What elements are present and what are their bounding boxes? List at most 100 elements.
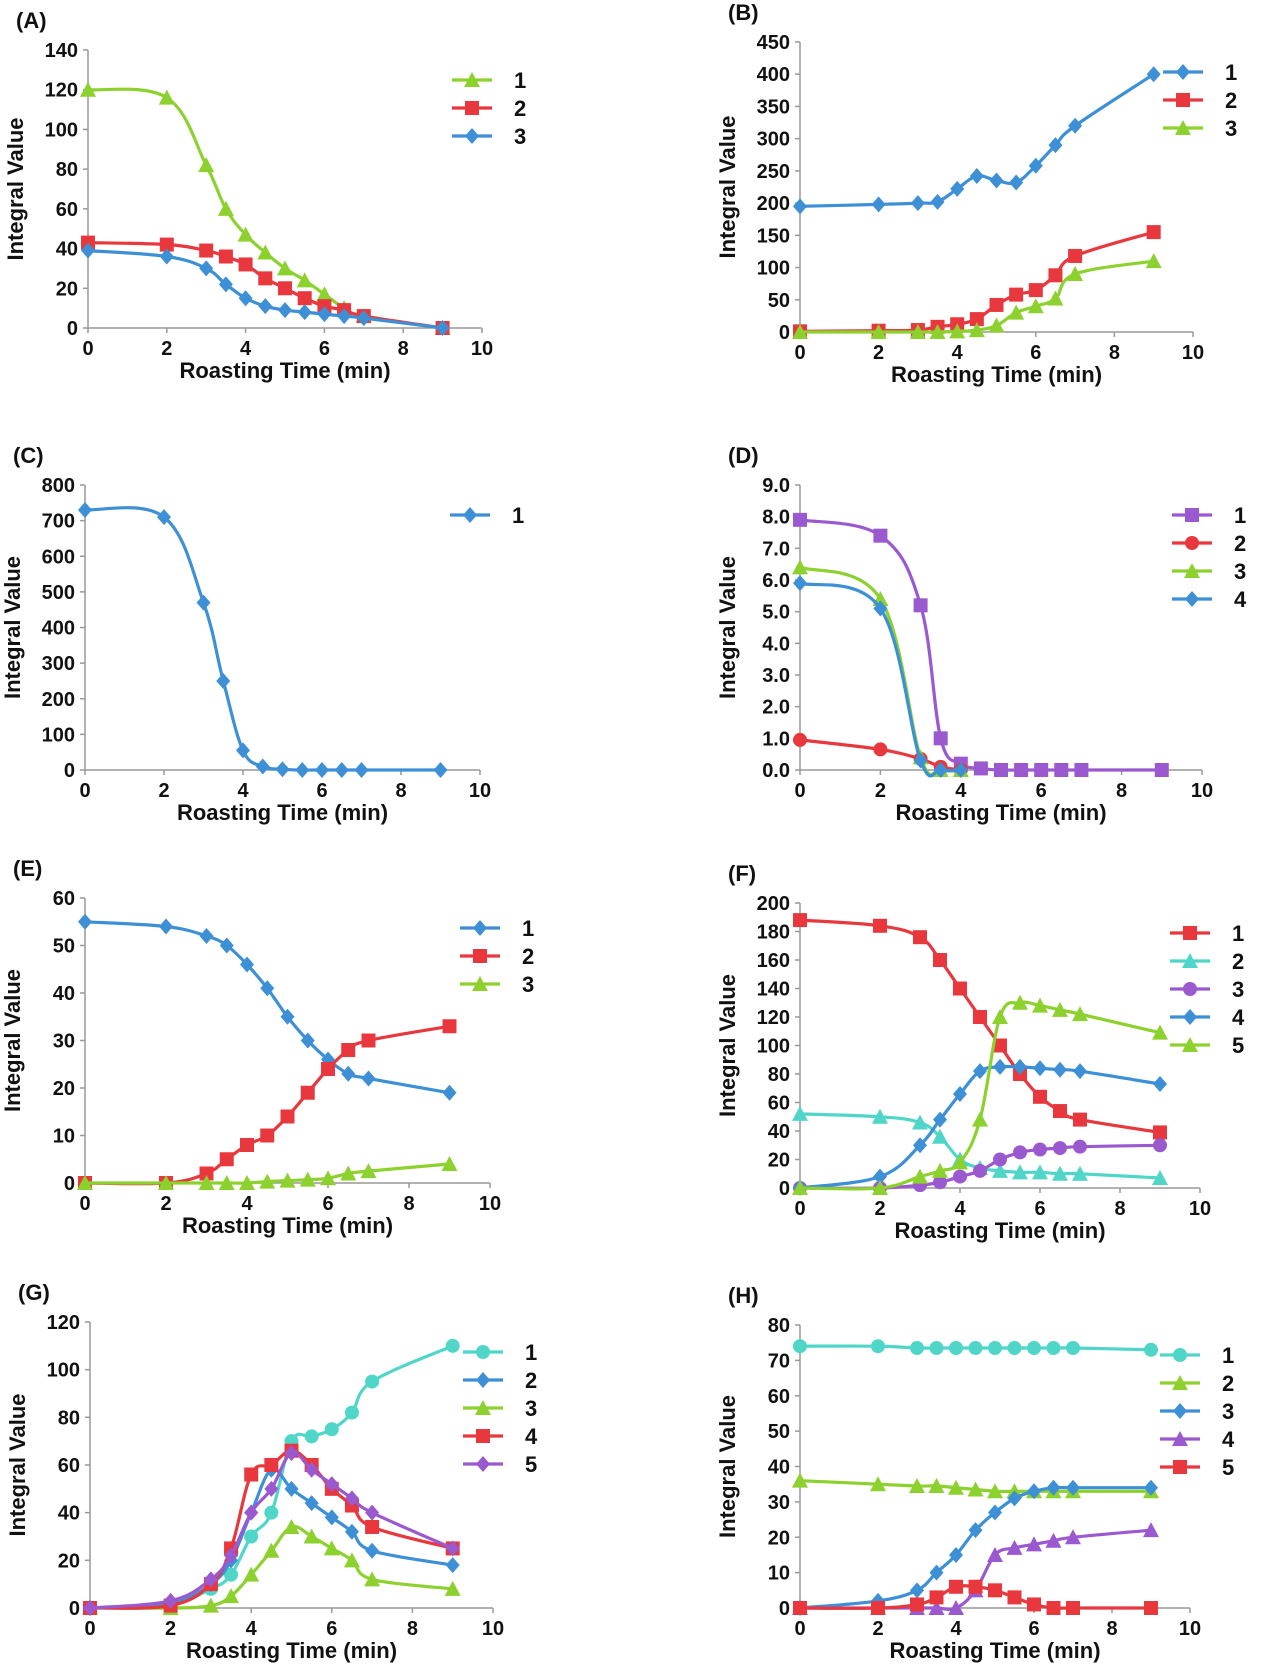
y-tick-label: 60 xyxy=(53,888,75,910)
legend-item-1: 1 xyxy=(463,1340,537,1365)
series-1 xyxy=(793,66,1161,215)
legend-marker xyxy=(1172,1431,1188,1446)
chart-panel-5: (E) 0 10 20 30 40 50 60 0 2 4 6 8 10 Roasting Time (mi… xyxy=(0,856,534,1238)
data-point xyxy=(988,317,1005,333)
data-point xyxy=(949,323,966,339)
y-tick-label: 300 xyxy=(757,129,790,151)
x-tick-label: 0 xyxy=(794,1198,805,1220)
data-point xyxy=(323,1540,340,1556)
legend-label: 1 xyxy=(522,916,534,941)
data-point xyxy=(993,1058,1007,1075)
data-point xyxy=(948,1479,964,1495)
data-point xyxy=(218,249,233,264)
data-point xyxy=(1033,1142,1047,1157)
data-point xyxy=(159,248,174,265)
data-point xyxy=(873,600,888,617)
y-tick-label: 30 xyxy=(768,1492,790,1514)
x-tick-label: 2 xyxy=(874,1198,885,1220)
y-tick-label: 100 xyxy=(47,1360,80,1382)
legend-label: 2 xyxy=(1222,1371,1234,1396)
y-tick-label: 600 xyxy=(42,546,75,568)
y-tick-label: 20 xyxy=(58,1550,80,1572)
legend-marker xyxy=(1176,93,1190,107)
series-5 xyxy=(83,1445,460,1616)
data-point xyxy=(793,732,807,747)
data-point xyxy=(81,242,95,259)
legend-item-2: 2 xyxy=(1160,1371,1234,1396)
y-axis-title: Integral Value xyxy=(0,556,25,699)
data-point xyxy=(238,290,253,307)
data-point xyxy=(244,1504,259,1521)
data-point xyxy=(365,1504,380,1521)
legend-item-2: 2 xyxy=(1172,531,1246,556)
data-point xyxy=(280,1109,295,1124)
chart-panel-8: (H) 0 10 20 30 40 50 60 70 80 0 2 4 6 8 10 Roasting Time… xyxy=(715,1283,1235,1663)
legend-marker xyxy=(1183,926,1197,940)
data-point xyxy=(344,1523,359,1540)
legend-label: 2 xyxy=(525,1368,537,1393)
legend-marker xyxy=(1173,1460,1187,1474)
legend-marker xyxy=(475,1400,491,1415)
data-point xyxy=(969,312,984,327)
data-point xyxy=(278,302,292,319)
legend-item-3: 3 xyxy=(1172,559,1246,584)
y-tick-label: 250 xyxy=(757,161,790,183)
legend-label: 4 xyxy=(1234,587,1247,612)
y-tick-label: 40 xyxy=(58,1503,80,1525)
series-1 xyxy=(793,913,1167,1140)
data-point xyxy=(953,981,967,996)
data-point xyxy=(365,1374,380,1389)
data-point xyxy=(967,1481,984,1497)
data-point xyxy=(361,1070,376,1087)
y-tick-label: 400 xyxy=(757,64,790,86)
x-tick-label: 10 xyxy=(469,780,491,802)
data-point xyxy=(953,1169,967,1184)
legend-item-2: 2 xyxy=(463,1368,537,1393)
data-point xyxy=(224,1567,239,1582)
data-point xyxy=(324,1476,339,1493)
data-point xyxy=(1013,1058,1027,1075)
data-point xyxy=(320,1170,336,1186)
x-tick-label: 0 xyxy=(794,1618,805,1640)
legend-label: 1 xyxy=(1234,503,1246,528)
data-point xyxy=(929,1590,944,1605)
legend-label: 2 xyxy=(522,944,534,969)
data-point xyxy=(1027,1340,1041,1355)
series-line xyxy=(799,518,1162,772)
legend-item-1: 1 xyxy=(1163,60,1237,85)
legend-marker xyxy=(465,128,479,144)
y-tick-label: 20 xyxy=(768,1150,790,1172)
data-point xyxy=(442,1084,457,1101)
data-point xyxy=(793,512,807,527)
data-point xyxy=(158,1175,174,1190)
data-point xyxy=(344,1405,359,1420)
data-point xyxy=(198,1175,215,1190)
x-tick-label: 0 xyxy=(82,338,93,360)
data-point xyxy=(264,1480,279,1497)
data-point xyxy=(316,286,333,302)
series-2 xyxy=(78,1019,457,1190)
legend-marker xyxy=(1182,953,1198,968)
data-point xyxy=(1033,1060,1047,1077)
data-point xyxy=(1045,1532,1062,1548)
data-point xyxy=(871,1601,885,1615)
legend-label: 2 xyxy=(1232,949,1244,974)
data-point xyxy=(1068,248,1083,263)
y-tick-label: 0.0 xyxy=(762,760,790,782)
y-axis-title: Integral Value xyxy=(3,117,28,260)
series-1 xyxy=(793,512,1169,777)
data-point xyxy=(873,918,887,933)
data-point xyxy=(199,260,214,277)
data-point xyxy=(341,1043,356,1057)
legend-item-3: 3 xyxy=(463,1396,537,1421)
legend-label: 1 xyxy=(1222,1343,1234,1368)
data-point xyxy=(1054,763,1069,777)
x-tick-label: 10 xyxy=(1191,780,1213,802)
data-point xyxy=(871,196,886,213)
data-point xyxy=(973,1163,987,1178)
series-line xyxy=(87,249,443,330)
data-point xyxy=(933,1175,947,1190)
data-point xyxy=(83,1600,97,1616)
data-point xyxy=(260,980,275,997)
